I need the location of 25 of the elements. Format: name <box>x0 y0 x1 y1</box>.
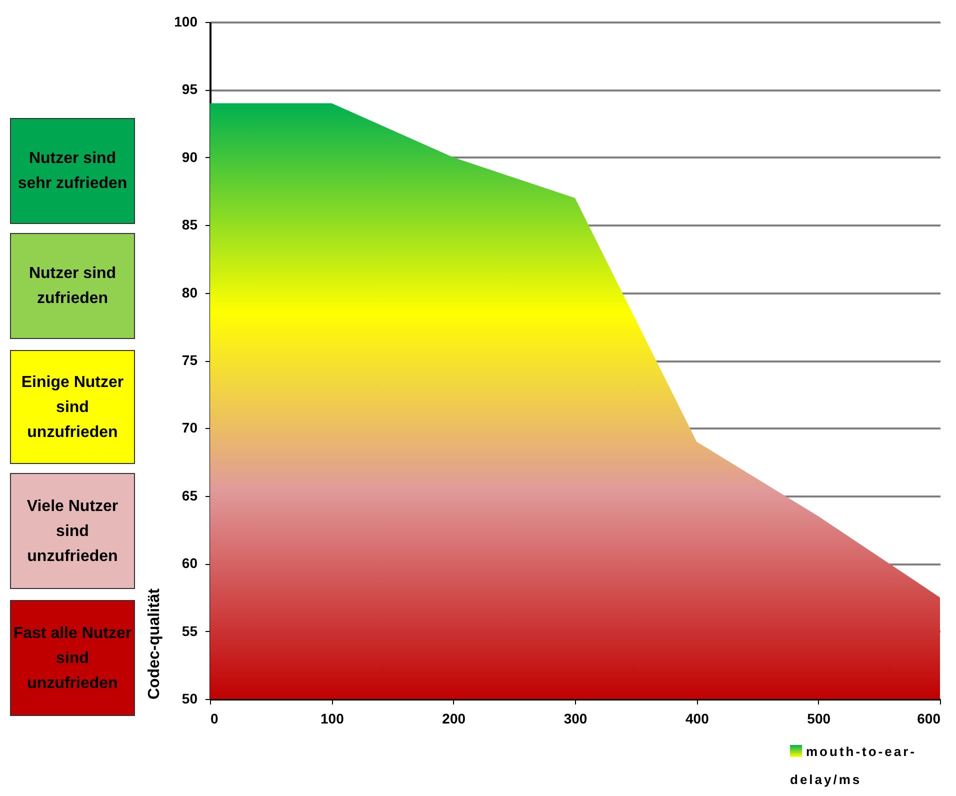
x-tick-label: 0 <box>210 710 218 726</box>
y-tick-label: 55 <box>182 622 198 639</box>
x-tick-label: 400 <box>685 710 710 726</box>
y-tick-label: 100 <box>174 14 198 30</box>
y-tick-label: 95 <box>182 81 198 98</box>
x-tick-label: 500 <box>807 710 831 726</box>
y-tick-label: 85 <box>182 216 198 233</box>
y-axis-title: Codec-qualität <box>146 588 164 700</box>
legend-label: mouth-to-ear-delay/ms <box>790 743 918 789</box>
y-tick-label: 80 <box>182 284 198 300</box>
x-tick-label: 200 <box>442 710 466 726</box>
y-tick-label: 50 <box>182 690 198 706</box>
x-tick-label: 300 <box>564 710 588 726</box>
y-tick-label: 60 <box>182 555 198 572</box>
y-tick-label: 70 <box>182 420 198 436</box>
y-tick-label: 65 <box>182 487 198 504</box>
text: Einige Nutzer sind unzufrieden <box>10 350 135 464</box>
y-tick-label: 75 <box>182 352 198 368</box>
x-tick-label: 100 <box>320 710 344 726</box>
text: Nutzer sind zufrieden <box>10 233 135 339</box>
y-tick-label: 90 <box>182 148 198 165</box>
text: Nutzer sind sehr zufrieden <box>10 118 135 224</box>
text: Fast alle Nutzer sind unzufrieden <box>10 600 135 716</box>
x-tick-label: 600 <box>917 710 941 726</box>
text: Viele Nutzer sind unzufrieden <box>10 473 135 589</box>
